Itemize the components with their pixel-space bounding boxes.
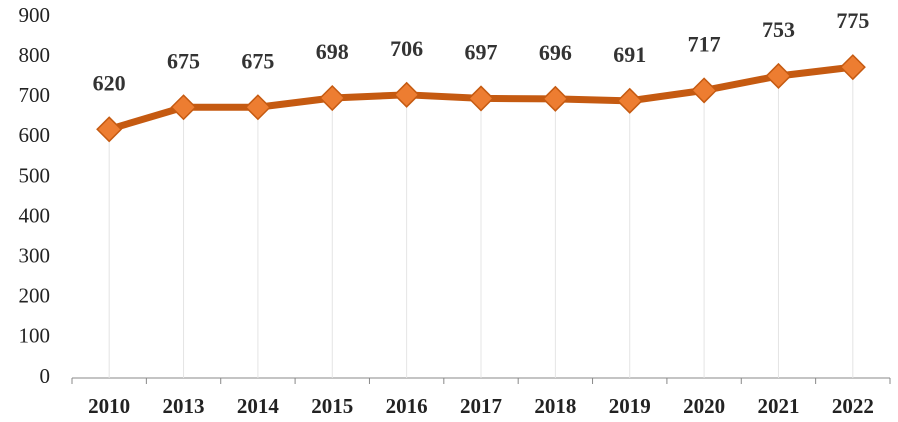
x-tick-label: 2015 bbox=[311, 394, 353, 418]
y-tick-label: 500 bbox=[19, 163, 51, 187]
x-tick-label: 2013 bbox=[163, 394, 205, 418]
marker bbox=[691, 77, 718, 104]
y-tick-label: 400 bbox=[19, 203, 51, 227]
marker bbox=[765, 62, 792, 90]
y-tick-label: 800 bbox=[19, 43, 51, 67]
x-tick-label: 2014 bbox=[237, 394, 280, 418]
x-tick-label: 2022 bbox=[832, 394, 874, 418]
marker bbox=[96, 116, 123, 143]
data-label: 691 bbox=[613, 42, 646, 67]
x-tick-label: 2018 bbox=[534, 394, 576, 418]
marker bbox=[393, 81, 420, 108]
data-label: 717 bbox=[688, 31, 721, 56]
y-tick-label: 700 bbox=[19, 83, 51, 107]
marker bbox=[839, 54, 866, 81]
marker bbox=[542, 85, 569, 112]
data-label: 675 bbox=[241, 48, 274, 73]
y-tick-label: 100 bbox=[19, 324, 51, 348]
x-tick-label: 2020 bbox=[683, 394, 725, 418]
data-label: 775 bbox=[836, 8, 869, 33]
marker bbox=[170, 94, 197, 121]
data-label: 706 bbox=[390, 36, 423, 61]
data-label: 675 bbox=[167, 48, 200, 73]
y-tick-label: 600 bbox=[19, 123, 51, 147]
x-tick-label: 2017 bbox=[460, 394, 502, 418]
marker bbox=[616, 87, 643, 114]
marker bbox=[319, 84, 346, 112]
x-tick-label: 2019 bbox=[609, 394, 651, 418]
data-label: 753 bbox=[762, 17, 795, 42]
marker bbox=[467, 85, 495, 112]
data-label: 697 bbox=[465, 39, 498, 64]
y-tick-label: 0 bbox=[40, 364, 51, 388]
y-tick-label: 200 bbox=[19, 284, 51, 308]
x-tick-label: 2010 bbox=[88, 394, 130, 418]
data-label: 620 bbox=[93, 70, 126, 95]
y-tick-label: 900 bbox=[19, 3, 51, 27]
x-tick-label: 2021 bbox=[757, 394, 799, 418]
data-label: 698 bbox=[316, 39, 349, 64]
marker bbox=[244, 94, 271, 121]
y-tick-label: 300 bbox=[19, 243, 51, 267]
x-tick-label: 2016 bbox=[386, 394, 428, 418]
data-label: 696 bbox=[539, 40, 572, 65]
